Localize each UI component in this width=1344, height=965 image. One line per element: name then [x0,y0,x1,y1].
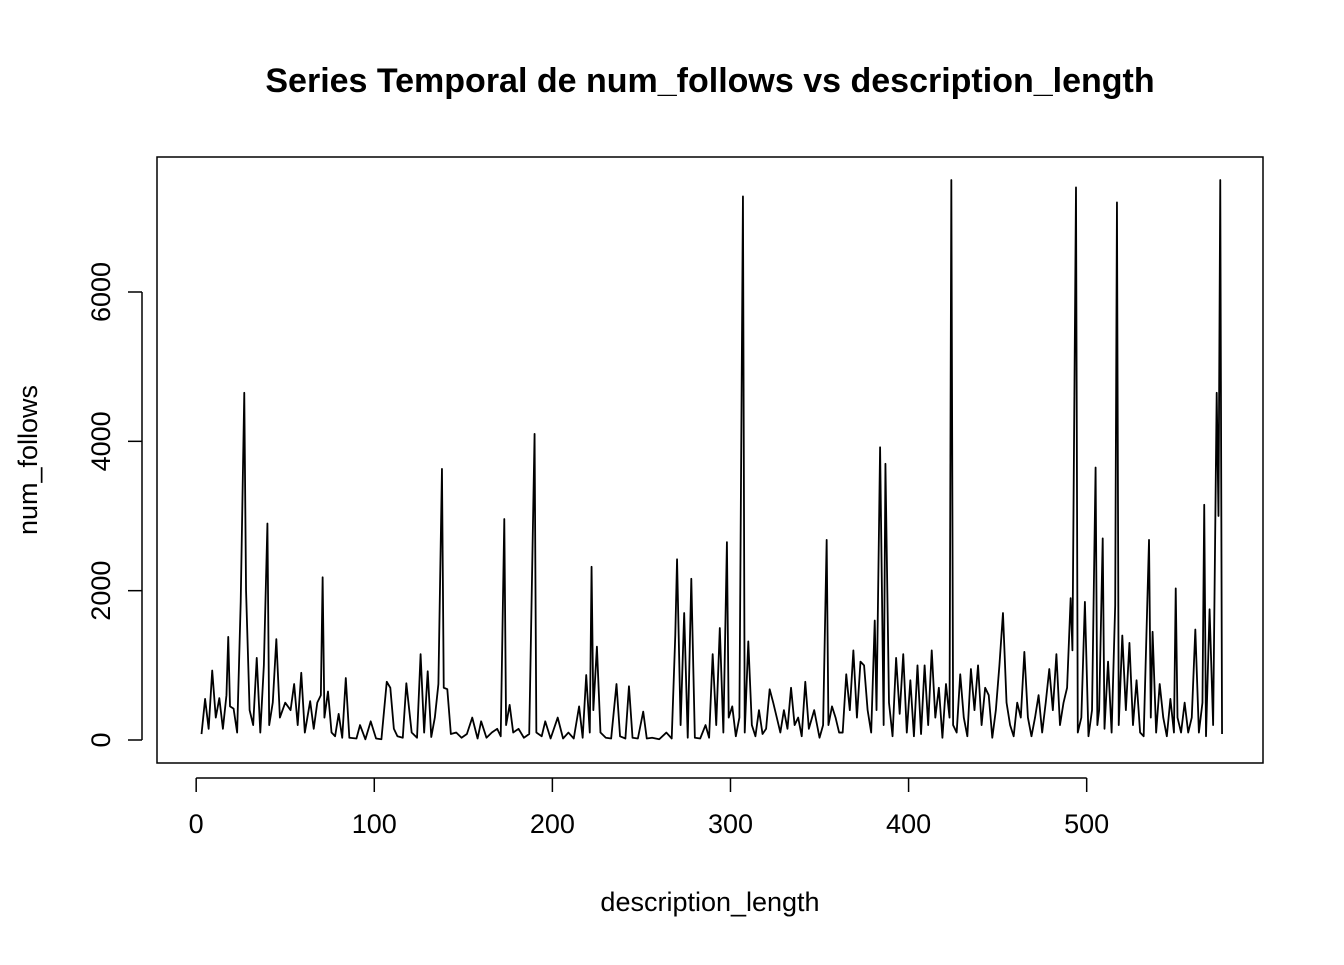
x-tick-label: 100 [352,809,397,839]
data-line [200,179,1223,741]
chart-title: Series Temporal de num_follows vs descri… [265,62,1154,100]
x-axis-label: description_length [600,887,819,917]
x-tick-label: 500 [1064,809,1109,839]
y-tick-label: 6000 [86,262,116,322]
x-tick-label: 0 [189,809,204,839]
y-axis-label: num_follows [13,385,43,535]
y-tick-label: 4000 [86,411,116,471]
y-tick-label: 0 [86,732,116,747]
y-tick-label: 2000 [86,561,116,621]
x-tick-label: 200 [530,809,575,839]
x-tick-label: 400 [886,809,931,839]
x-tick-label: 300 [708,809,753,839]
plot-box [156,156,1264,764]
